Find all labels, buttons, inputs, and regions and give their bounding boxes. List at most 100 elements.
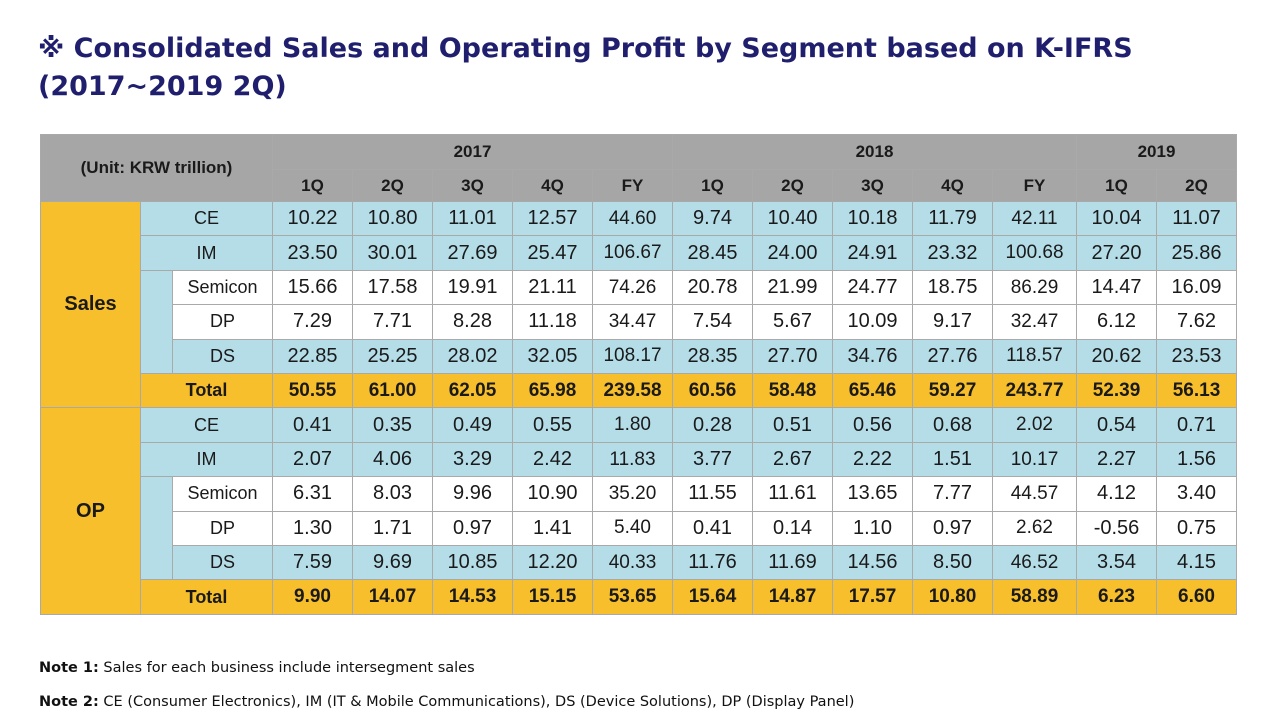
- table-cell: 0.97: [912, 510, 993, 547]
- table-cell: 44.60: [592, 200, 673, 237]
- table-cell: 1.71: [352, 510, 433, 547]
- table-cell: 10.80: [352, 200, 433, 237]
- unit-label: (Unit: KRW trillion): [40, 134, 273, 202]
- table-cell: 0.14: [752, 510, 833, 547]
- table-cell: 59.27: [912, 373, 993, 409]
- table-cell: 32.05: [512, 338, 593, 375]
- year-header-2017: 2017: [272, 134, 673, 170]
- table-cell: 0.68: [912, 407, 993, 443]
- table-cell: 10.09: [832, 304, 913, 340]
- table-cell: 2.62: [992, 510, 1077, 547]
- quarter-header: 1Q: [272, 169, 353, 202]
- table-cell: 3.40: [1155, 476, 1238, 512]
- table-cell: 9.90: [272, 579, 353, 615]
- table-cell: 0.55: [512, 407, 593, 443]
- table-cell: 27.69: [432, 235, 513, 271]
- table-cell: 52.39: [1076, 373, 1157, 409]
- table-cell: 10.17: [992, 441, 1077, 478]
- table-cell: 34.47: [592, 304, 673, 340]
- quarter-header: 3Q: [432, 169, 513, 202]
- table-row: Semicon 15.66 17.58 19.91 21.11 74.26 20.78 21.…: [41, 269, 1238, 375]
- table-cell: 6.12: [1076, 304, 1157, 340]
- table-cell: 1.51: [912, 441, 993, 478]
- table-cell: 22.85: [272, 338, 353, 375]
- table-cell: 0.49: [432, 407, 513, 443]
- table-cell: 23.50: [272, 235, 353, 271]
- table-cell: 11.61: [752, 476, 833, 512]
- group-label-op: OP: [40, 407, 141, 615]
- table-cell: 9.17: [912, 304, 993, 340]
- year-header-row: (Unit: KRW trillion) 2017 2018 2019: [40, 134, 1238, 202]
- table-cell: 10.40: [752, 200, 833, 237]
- quarter-header: 4Q: [912, 169, 993, 202]
- note-label: Note 2:: [39, 694, 99, 710]
- table-cell: 0.35: [352, 407, 433, 443]
- page-title: ※ Consolidated Sales and Operating Profi…: [38, 33, 1133, 102]
- table-cell: 17.57: [832, 579, 913, 615]
- table-cell: 58.89: [992, 579, 1077, 615]
- table-cell: 1.30: [272, 510, 353, 547]
- row-label: DS: [172, 338, 273, 375]
- quarter-header: 2Q: [352, 169, 433, 202]
- table-cell: 6.31: [272, 476, 353, 512]
- table-cell: 62.05: [432, 373, 513, 409]
- table-cell: -0.56: [1076, 510, 1157, 547]
- quarter-header: FY: [992, 169, 1077, 202]
- table-row: OP CE 0.41 0.35 0.49 0.55 1.80 0.28 0.51 0.56 0.68…: [40, 407, 1238, 615]
- table-cell: 10.22: [272, 200, 353, 237]
- table-cell: 3.29: [432, 441, 513, 478]
- table-cell: 18.75: [912, 269, 993, 306]
- table-cell: 9.74: [672, 200, 753, 237]
- table-cell: 6.23: [1076, 579, 1157, 615]
- table-cell: 5.40: [592, 510, 673, 547]
- table-cell: 14.53: [432, 579, 513, 615]
- table-cell: 32.47: [992, 304, 1077, 340]
- table-cell: 12.20: [512, 545, 593, 581]
- row-label: DS: [172, 545, 273, 581]
- table-cell: 1.41: [512, 510, 593, 547]
- table-cell: 7.29: [272, 304, 353, 340]
- table-cell: 7.71: [352, 304, 433, 340]
- table-cell: 13.65: [832, 476, 913, 512]
- table-cell: 118.57: [992, 338, 1077, 375]
- table-cell: 0.41: [672, 510, 753, 547]
- table-body: Sales CE 10.22 10.80 11.01 12.57 44.60 9.74 10.4…: [40, 200, 1238, 615]
- note-text: CE (Consumer Electronics), IM (IT & Mobi…: [103, 694, 855, 710]
- table-cell: 0.51: [752, 407, 833, 443]
- table-cell: 2.07: [272, 441, 353, 478]
- table-cell: 2.42: [512, 441, 593, 478]
- table-row: DS 22.85 25.25 28.02 32.05 108.17 28.35 27.70 34…: [41, 338, 1238, 375]
- table-cell: 7.62: [1155, 304, 1238, 340]
- table-row: Total 50.55 61.00 62.05 65.98 239.58 60.56 58.4…: [41, 373, 1238, 409]
- table-cell: 40.33: [592, 545, 673, 581]
- table-cell: 11.55: [672, 476, 753, 512]
- ds-group-spacer: [140, 269, 173, 375]
- table-cell: 106.67: [592, 235, 673, 271]
- segment-table-container: (Unit: KRW trillion) 2017 2018 2019 1Q 2…: [40, 134, 1238, 615]
- table-cell: 35.20: [592, 476, 673, 512]
- quarter-header: 3Q: [832, 169, 913, 202]
- table-cell: 65.46: [832, 373, 913, 409]
- table-cell: 28.35: [672, 338, 753, 375]
- year-header-2018: 2018: [672, 134, 1077, 170]
- quarter-header: 4Q: [512, 169, 593, 202]
- table-cell: 10.80: [912, 579, 993, 615]
- table-cell: 3.77: [672, 441, 753, 478]
- table-cell: 7.59: [272, 545, 353, 581]
- table-cell: 28.45: [672, 235, 753, 271]
- quarter-header: FY: [592, 169, 673, 202]
- table-cell: 4.06: [352, 441, 433, 478]
- quarter-header: 1Q: [1076, 169, 1157, 202]
- table-cell: 46.52: [992, 545, 1077, 581]
- year-header-2019: 2019: [1075, 134, 1238, 170]
- table-cell: 5.67: [752, 304, 833, 340]
- table-cell: 28.02: [432, 338, 513, 375]
- table-cell: 8.03: [352, 476, 433, 512]
- table-cell: 17.58: [352, 269, 433, 306]
- table-cell: 0.97: [432, 510, 513, 547]
- table-cell: 15.15: [512, 579, 593, 615]
- table-cell: 23.53: [1155, 338, 1238, 375]
- table-cell: 0.75: [1155, 510, 1238, 547]
- table-cell: 2.67: [752, 441, 833, 478]
- table-cell: 14.87: [752, 579, 833, 615]
